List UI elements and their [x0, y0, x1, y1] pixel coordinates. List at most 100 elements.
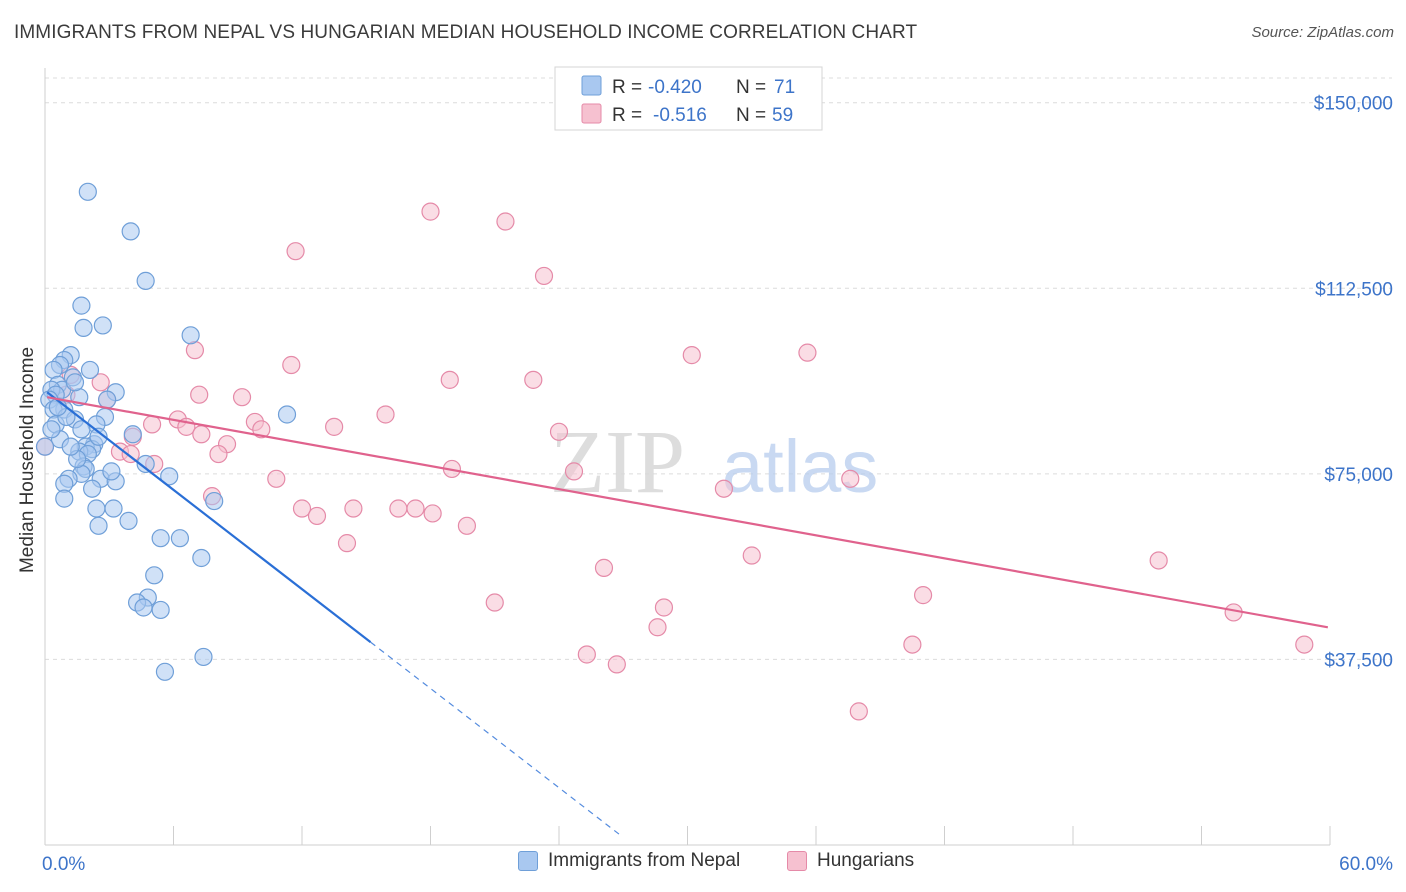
hungarians-point: [564, 462, 584, 481]
nepal-point: [89, 427, 108, 446]
nepal-trend-line: [46, 391, 372, 643]
legend-label-nepal: Immigrants from Nepal: [548, 850, 741, 871]
nepal-point: [55, 489, 74, 508]
nepal-point: [160, 467, 179, 486]
nepal-point: [134, 598, 153, 617]
hungarians-point: [337, 534, 357, 553]
legend-n-label-1: N =: [736, 77, 766, 98]
y-tick-label: $150,000: [1314, 94, 1393, 115]
legend-r-label-2: R =: [612, 105, 642, 126]
nepal-point: [93, 316, 112, 335]
hungarians-point: [534, 266, 554, 286]
chart-title: IMMIGRANTS FROM NEPAL VS HUNGARIAN MEDIA…: [14, 22, 918, 43]
hungarians-point: [714, 479, 734, 498]
nepal-point: [170, 529, 190, 548]
y-tick-label: $75,000: [1324, 465, 1393, 486]
hungarians-point: [607, 655, 626, 674]
hungarians-point: [1295, 635, 1314, 654]
chart-source: Source: ZipAtlas.com: [1251, 24, 1394, 41]
nepal-point: [104, 499, 123, 518]
nepal-point: [192, 548, 211, 568]
nepal-point: [89, 516, 108, 535]
legend-r-value-1: -0.420: [648, 77, 702, 98]
hungarians-point: [798, 343, 817, 362]
nepal-point: [78, 182, 97, 201]
hungarians-point: [286, 242, 305, 261]
nepal-point: [102, 462, 121, 481]
nepal-point: [65, 373, 85, 392]
y-axis-label: Median Household Income: [17, 347, 38, 573]
nepal-point: [80, 360, 100, 380]
hungarians-point: [121, 444, 140, 464]
legend-r-label-1: R =: [612, 77, 642, 98]
nepal-point: [136, 454, 155, 474]
y-tick-label: $37,500: [1324, 650, 1393, 671]
hungarians-point: [682, 346, 701, 365]
hungarians-point: [389, 499, 408, 518]
hungarians-point: [325, 417, 344, 436]
hungarians-point: [406, 499, 425, 518]
nepal-point: [35, 437, 55, 456]
nepal-point: [74, 318, 93, 337]
watermark-atlas: atlas: [722, 425, 878, 508]
legend-r-value-2: -0.516: [653, 105, 707, 126]
nepal-point: [136, 271, 155, 290]
hungarians-point: [190, 385, 209, 404]
hungarians-point: [485, 593, 504, 612]
x-tick-label-max: 60.0%: [1339, 854, 1393, 875]
legend-swatch-hungarians-bottom: [787, 851, 807, 871]
watermark-zip: ZIP: [550, 413, 685, 512]
nepal-point: [155, 662, 175, 681]
hungarians-point: [423, 504, 442, 523]
hungarians-point: [267, 469, 286, 488]
hungarians-point: [344, 499, 363, 518]
hungarians-point: [282, 355, 301, 375]
hungarians-point: [903, 635, 922, 654]
hungarians-point: [654, 598, 674, 617]
hungarians-point: [1149, 551, 1168, 570]
legend-n-label-2: N =: [736, 105, 766, 126]
nepal-point: [61, 437, 80, 456]
hungarians-point: [307, 506, 327, 526]
hungarians-point: [376, 405, 395, 424]
nepal-point: [119, 511, 138, 530]
nepal-point: [72, 296, 91, 315]
hungarians-trend-line: [46, 396, 1329, 629]
nepal-point: [72, 420, 91, 439]
hungarians-point: [913, 586, 933, 605]
nepal-point: [277, 405, 297, 424]
hungarians-point: [577, 645, 596, 664]
legend-n-value-1: 71: [774, 77, 795, 98]
nepal-point: [151, 529, 170, 548]
hungarians-point: [742, 546, 761, 565]
legend-label-hungarians: Hungarians: [817, 850, 915, 871]
nepal-point: [121, 222, 140, 241]
hungarians-point: [496, 212, 515, 231]
hungarians-point: [209, 444, 228, 464]
hungarians-point: [292, 499, 312, 518]
legend-bottom: Immigrants from Nepal Hungarians: [0, 850, 1406, 880]
hungarians-point: [594, 558, 614, 577]
nepal-point: [42, 420, 61, 439]
hungarians-point: [457, 516, 477, 535]
x-tick-label-min: 0.0%: [42, 854, 85, 875]
hungarians-point: [252, 420, 271, 439]
nepal-point: [194, 647, 213, 667]
nepal-point: [181, 326, 200, 345]
nepal-point: [87, 499, 106, 518]
hungarians-point: [232, 388, 252, 407]
hungarians-point: [142, 415, 162, 434]
nepal-point: [98, 390, 117, 409]
nepal-point: [83, 479, 102, 498]
legend-item-hungarians[interactable]: Hungarians: [787, 850, 914, 872]
nepal-point: [151, 600, 170, 620]
legend-swatch-nepal-bottom: [518, 851, 538, 871]
legend-top: R = -0.420 N = 71 R = -0.516 N = 59: [554, 66, 823, 131]
hungarians-point: [849, 702, 868, 721]
y-tick-label: $112,500: [1315, 279, 1393, 300]
hungarians-point: [524, 370, 543, 389]
hungarians-point: [648, 618, 667, 637]
legend-swatch-hungarians: [581, 103, 602, 124]
legend-item-nepal[interactable]: Immigrants from Nepal: [518, 850, 740, 872]
